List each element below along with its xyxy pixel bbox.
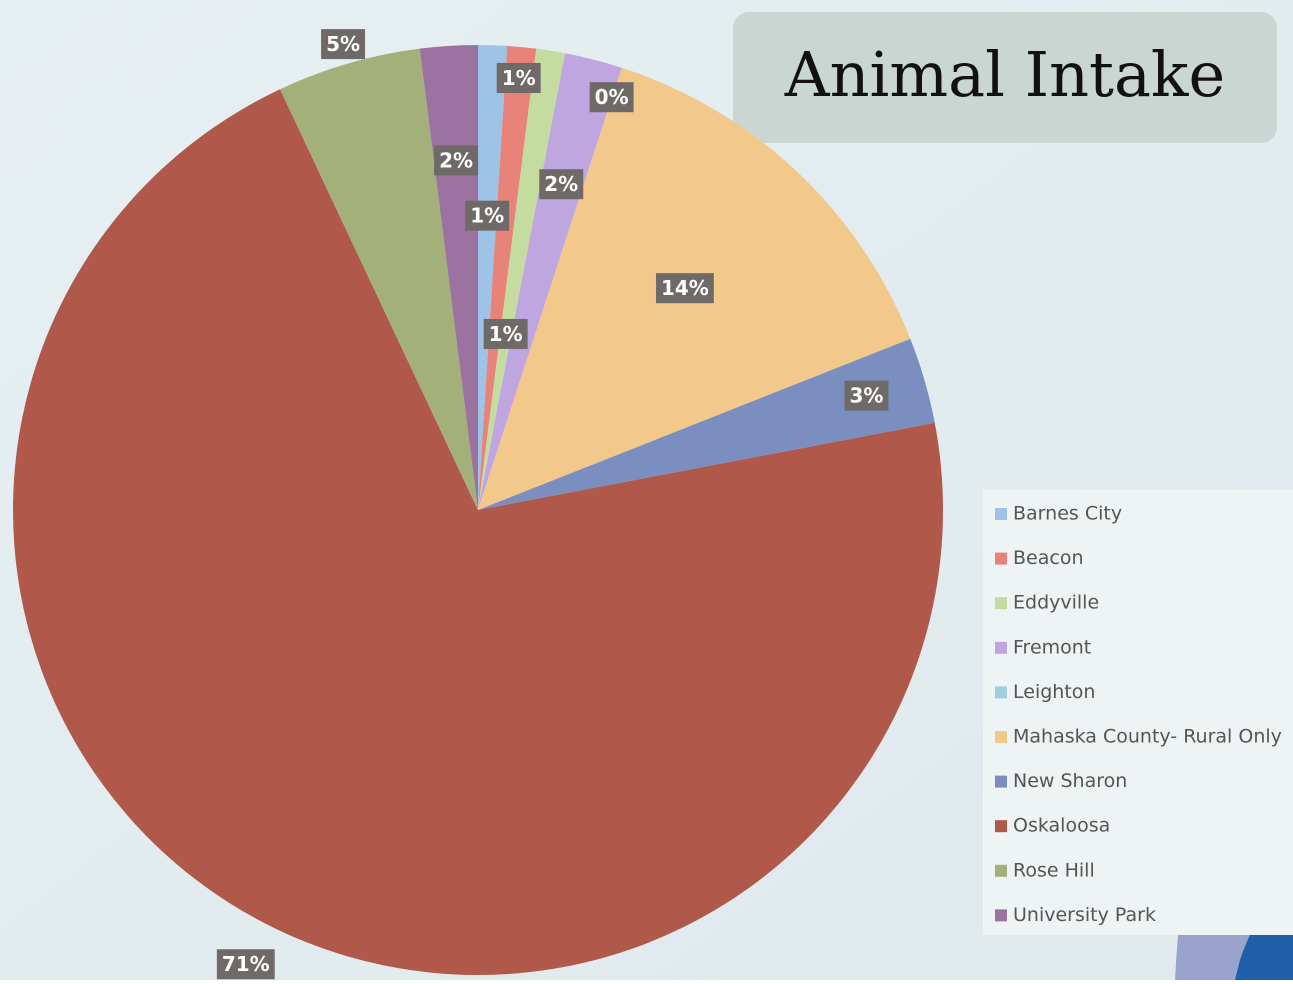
chart-title: Animal Intake	[784, 38, 1225, 111]
data-label: 2%	[439, 148, 473, 172]
data-label: 2%	[544, 172, 578, 196]
legend-swatch	[995, 909, 1007, 922]
legend-swatch	[995, 820, 1007, 833]
data-label-group: 5%	[321, 29, 366, 60]
data-label: 1%	[470, 204, 504, 228]
data-label-group: 2%	[434, 145, 479, 176]
data-label-bg	[655, 273, 714, 304]
title-box	[733, 12, 1277, 143]
data-label-bg	[465, 200, 510, 231]
data-label-group: 71%	[216, 949, 275, 980]
legend-label: Beacon	[1013, 547, 1083, 569]
data-label-group: 0%	[589, 82, 634, 113]
legend-swatch	[995, 508, 1007, 520]
legend-box	[983, 490, 1293, 935]
legend-swatch	[995, 864, 1007, 877]
data-label-group: 1%	[483, 318, 528, 349]
pie-slice	[280, 48, 478, 511]
data-label-bg	[434, 145, 479, 176]
data-label-bg	[483, 318, 528, 349]
pie-slice	[478, 53, 622, 511]
legend-label: Barnes City	[1013, 503, 1122, 525]
data-label-bg	[844, 380, 889, 411]
data-label-group: 1%	[496, 62, 541, 93]
legend-label: Mahaska County- Rural Only	[1013, 726, 1282, 748]
data-label: 3%	[850, 384, 884, 408]
pie-slice	[478, 338, 935, 510]
pie-slice	[478, 45, 537, 510]
legend-label: New Sharon	[1013, 770, 1127, 792]
legend-label: Eddyville	[1013, 592, 1099, 614]
data-label-group: 14%	[655, 273, 714, 304]
legend-swatch	[995, 552, 1007, 565]
data-label: 5%	[326, 32, 360, 56]
data-label-bg	[321, 29, 366, 60]
legend-swatch	[995, 731, 1007, 743]
data-label-bg	[496, 62, 541, 93]
data-label: 1%	[502, 66, 536, 90]
data-label-group: 1%	[465, 200, 510, 231]
data-label-group: 2%	[539, 169, 584, 200]
data-label-group: 3%	[844, 380, 889, 411]
data-label-bg	[589, 82, 634, 113]
data-label-bg	[216, 949, 275, 980]
legend-swatch	[995, 775, 1007, 788]
data-label: 71%	[222, 952, 270, 976]
data-label-bg	[539, 169, 584, 200]
data-label: 1%	[489, 322, 523, 346]
legend-label: University Park	[1013, 904, 1156, 926]
pie-slice	[478, 48, 566, 511]
legend-swatch	[995, 597, 1007, 610]
pie-slice	[12, 89, 944, 976]
pie-slice	[478, 45, 508, 510]
legend-label: Leighton	[1013, 681, 1095, 703]
legend-swatch	[995, 641, 1007, 654]
legend-label: Oskaloosa	[1013, 815, 1110, 837]
legend-swatch	[995, 686, 1007, 699]
data-label: 14%	[661, 276, 709, 300]
legend-label: Fremont	[1013, 636, 1091, 658]
data-label: 0%	[595, 85, 629, 109]
legend-label: Rose Hill	[1013, 859, 1095, 881]
